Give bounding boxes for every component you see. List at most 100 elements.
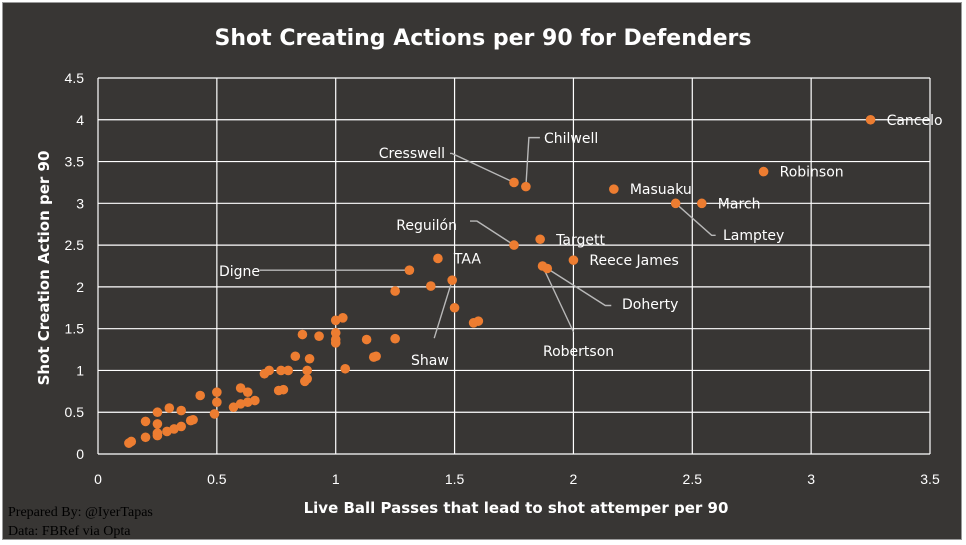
annotation-label: Chilwell [544, 131, 598, 147]
data-point [371, 351, 381, 362]
leader-line [433, 279, 453, 339]
data-point [152, 407, 163, 418]
data-point [509, 240, 519, 250]
data-point [509, 177, 519, 188]
data-point [758, 166, 769, 177]
x-tick-label: 0 [94, 471, 102, 487]
annotation-leader-lines [259, 136, 716, 339]
data-point [670, 198, 681, 209]
data-point [865, 114, 876, 125]
scatter-chart: 0 0.5 1 1.5 2 2.5 3 3.5 0 0.5 1 1.5 2 2.5 3 3.5 4 4.5 Ca… [35, 26, 943, 517]
chart-title: Shot Creating Actions per 90 for Defende… [215, 26, 752, 51]
leader-line [450, 152, 515, 184]
y-tick-label: 0.5 [65, 404, 85, 420]
data-point [302, 365, 312, 376]
y-tick-label: 1.5 [65, 321, 85, 337]
data-point [276, 365, 286, 376]
annotation-label: Targett [555, 232, 605, 248]
x-axis-title: Live Ball Passes that lead to shot attem… [304, 499, 729, 517]
data-point [340, 363, 351, 374]
annotation-label: Cancelo [887, 113, 943, 129]
data-point [264, 365, 274, 376]
data-point [361, 334, 372, 345]
annotation-label: Doherty [622, 297, 678, 313]
y-tick-label: 4.5 [65, 70, 85, 86]
x-tick-label: 1.5 [445, 471, 465, 487]
annotation-label: March [718, 196, 761, 212]
data-point [140, 416, 151, 427]
x-tick-label: 2 [570, 471, 578, 487]
leader-line [470, 220, 515, 246]
data-point [302, 374, 312, 384]
x-tick-label: 3.5 [920, 471, 940, 487]
data-point [188, 414, 198, 425]
data-point [449, 302, 460, 313]
data-point [568, 255, 579, 265]
x-axis-ticks: 0 0.5 1 1.5 2 2.5 3 3.5 [94, 471, 940, 487]
data-point [426, 281, 436, 291]
data-point [433, 253, 443, 264]
data-point [314, 331, 324, 341]
y-tick-label: 3 [76, 195, 84, 211]
data-point [338, 313, 348, 323]
data-point [164, 403, 175, 413]
annotation-label: Digne [219, 264, 260, 280]
annotation-label: Cresswell [379, 146, 445, 162]
annotation-label: TAA [453, 251, 481, 267]
y-tick-label: 2 [76, 279, 84, 295]
annotation-labels: Cancelo Robinson Masuaku March Lamptey Chilwe… [219, 113, 943, 369]
data-point [126, 436, 137, 447]
data-point [140, 432, 151, 443]
leader-line [541, 265, 575, 333]
data-point [330, 328, 341, 338]
data-point [542, 263, 553, 274]
y-tick-label: 1 [76, 362, 84, 378]
annotation-label: Reguilón [396, 218, 457, 234]
annotation-label: Robinson [780, 165, 844, 181]
annotation-label: Robertson [543, 344, 614, 360]
data-point [278, 384, 289, 395]
data-point [250, 395, 260, 406]
annotation-label: Masuaku [630, 182, 692, 198]
leader-line [675, 202, 716, 237]
data-point [390, 333, 400, 344]
data-point [535, 234, 545, 245]
data-point [609, 184, 619, 194]
y-axis-ticks: 0 0.5 1 1.5 2 2.5 3 3.5 4 4.5 [65, 70, 85, 462]
x-tick-label: 1 [332, 471, 340, 487]
data-point [209, 409, 220, 419]
leader-line [525, 136, 540, 187]
data-point [212, 397, 222, 407]
data-point [297, 329, 308, 340]
x-tick-label: 3 [807, 471, 815, 487]
data-point [228, 402, 239, 413]
x-tick-label: 2.5 [683, 471, 703, 487]
data-point [404, 265, 415, 275]
data-point [447, 275, 457, 286]
data-point [195, 390, 206, 401]
data-points [124, 114, 876, 448]
data-point [176, 421, 186, 432]
data-point [176, 405, 186, 416]
leader-line [546, 267, 612, 307]
data-point [473, 316, 484, 326]
data-point [390, 286, 400, 296]
y-tick-label: 0 [76, 446, 84, 462]
data-point [242, 387, 253, 397]
data-point [290, 351, 301, 362]
data-point [304, 353, 315, 364]
y-tick-label: 3.5 [65, 154, 85, 170]
data-point [696, 198, 707, 209]
data-point [235, 383, 246, 393]
y-tick-label: 2.5 [65, 237, 85, 253]
y-tick-label: 4 [76, 112, 84, 128]
data-point [152, 419, 163, 429]
data-point [521, 181, 531, 192]
y-axis-title: Shot Creation Action per 90 [35, 151, 53, 386]
x-tick-label: 0.5 [207, 471, 227, 487]
annotation-label: Shaw [411, 353, 449, 369]
data-point [212, 387, 222, 397]
data-point [152, 428, 163, 438]
data-point [330, 334, 341, 345]
